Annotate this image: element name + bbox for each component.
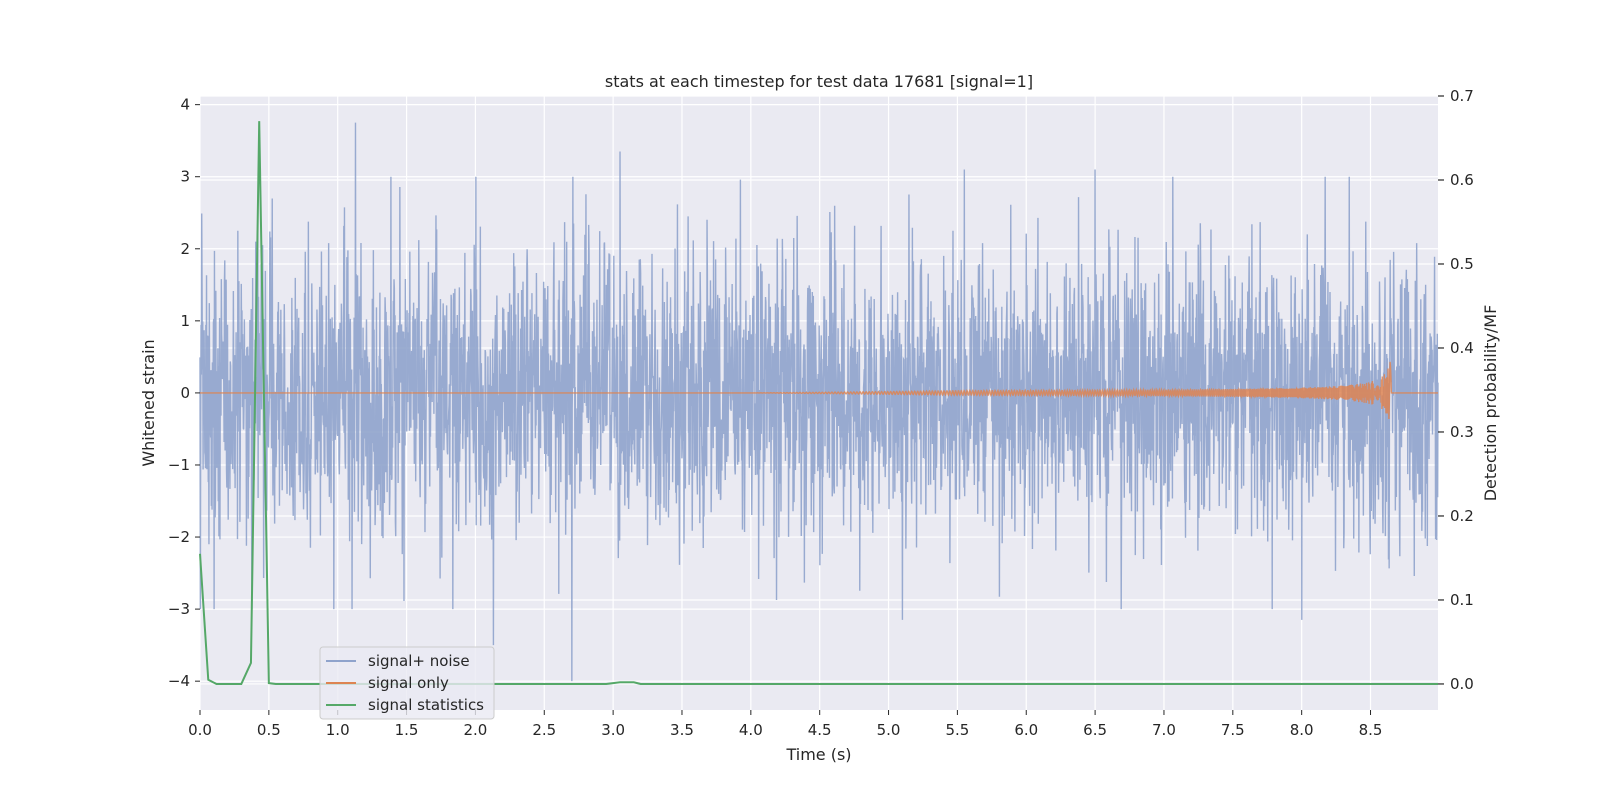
x-tick-label: 7.0 [1152,721,1176,739]
noise-series [199,122,1439,682]
y-axis-label: Whitened strain [139,339,158,466]
legend-label-signal: signal only [368,674,449,692]
x-tick-label: 6.0 [1014,721,1038,739]
x-tick-label: 2.0 [463,721,487,739]
stats-series [199,121,1438,685]
x-tick-label: 0.0 [188,721,212,739]
x-tick-label: 8.5 [1359,721,1383,739]
y-tick-label: −1 [168,456,190,474]
x-tick-label: 8.0 [1290,721,1314,739]
legend-label-stats: signal statistics [368,696,484,714]
y2-tick-label: 0.1 [1450,591,1474,609]
y-ticks: −4 −3 −2 −1 0 1 2 3 4 [168,96,200,690]
legend-label-noise: signal+ noise [368,652,470,670]
legend-box [319,646,495,720]
y-tick-label: 3 [180,168,190,186]
y-tick-label: 1 [180,312,190,330]
y2-tick-label: 0.4 [1450,339,1474,357]
stats-line [199,121,1438,685]
y-tick-label: −3 [168,600,190,618]
x-tick-label: 1.0 [326,721,350,739]
y-tick-label: 0 [180,384,190,402]
y2-tick-label: 0.3 [1450,423,1474,441]
chart-title: stats at each timestep for test data 176… [605,72,1033,91]
y2-axis-label: Detection probability/MF [1481,305,1500,502]
x-tick-label: 0.5 [257,721,281,739]
x-tick-label: 1.5 [395,721,419,739]
x-tick-label: 5.0 [877,721,901,739]
y2-tick-label: 0.5 [1450,255,1474,273]
signal-series [200,361,1438,420]
y2-tick-label: 0.7 [1450,87,1474,105]
y-tick-label: 4 [180,96,190,114]
y2-tick-label: 0.6 [1450,171,1474,189]
legend: signal+ noise signal only signal statist… [319,646,495,720]
signal-line [200,361,1438,420]
x-tick-label: 6.5 [1083,721,1107,739]
y-tick-label: −4 [168,672,190,690]
x-tick-label: 4.0 [739,721,763,739]
noise-line [199,122,1439,682]
x-tick-label: 7.5 [1221,721,1245,739]
y-tick-label: 2 [180,240,190,258]
y2-ticks: 0.0 0.1 0.2 0.3 0.4 0.5 0.6 0.7 [1438,87,1474,693]
x-tick-label: 4.5 [808,721,832,739]
x-axis-label: Time (s) [785,745,851,764]
y-tick-label: −2 [168,528,190,546]
x-ticks: 0.0 0.5 1.0 1.5 2.0 2.5 3.0 3.5 4.0 4.5 5.0 5.5 6.0 6… [188,710,1382,739]
y2-tick-label: 0.2 [1450,507,1474,525]
y2-tick-label: 0.0 [1450,675,1474,693]
x-tick-label: 3.0 [601,721,625,739]
x-tick-label: 3.5 [670,721,694,739]
x-tick-label: 2.5 [532,721,556,739]
x-tick-label: 5.5 [945,721,969,739]
